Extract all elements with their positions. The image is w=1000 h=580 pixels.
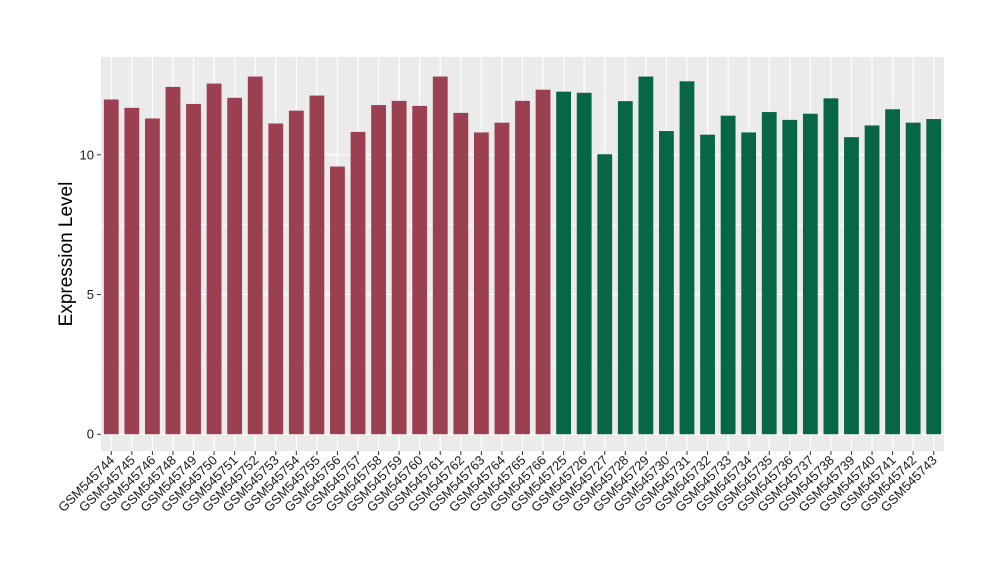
bar-GSM545762	[453, 112, 469, 435]
bar-GSM545763	[473, 132, 489, 435]
bar-GSM545745	[124, 107, 140, 435]
bar-GSM545760	[412, 105, 428, 435]
bar-GSM545761	[432, 76, 448, 435]
bar-GSM545744	[103, 99, 119, 435]
y-tick-label: 5	[87, 287, 94, 302]
bar-GSM545732	[700, 134, 715, 435]
y-axis: 0 5 10	[80, 147, 101, 442]
y-tick-label: 0	[87, 427, 94, 442]
bar-GSM545733	[720, 115, 736, 435]
bar-GSM545735	[761, 112, 777, 435]
bar-GSM545734	[741, 132, 757, 435]
bar-GSM545730	[659, 131, 674, 435]
x-axis: GSM545744GSM545745GSM545746GSM545748GSM5…	[55, 451, 940, 515]
bar-GSM545749	[186, 103, 201, 435]
bar-GSM545729	[638, 76, 654, 435]
bar-GSM545752	[247, 76, 263, 435]
bar-GSM545755	[309, 95, 325, 435]
bar-GSM545753	[268, 123, 284, 435]
bar-GSM545736	[782, 119, 798, 435]
bar-GSM545757	[350, 131, 366, 435]
bar-GSM545758	[371, 105, 386, 435]
bar-GSM545737	[802, 113, 818, 435]
bar-GSM545728	[617, 101, 633, 435]
bar-GSM545748	[165, 86, 181, 435]
bar-GSM545751	[227, 97, 243, 435]
bar-GSM545740	[864, 125, 880, 435]
bars	[103, 76, 942, 435]
bar-GSM545764	[494, 122, 510, 435]
bar-GSM545738	[823, 98, 839, 435]
bar-GSM545759	[391, 100, 407, 435]
bar-GSM545731	[679, 81, 695, 435]
bar-GSM545741	[885, 109, 900, 435]
bar-GSM545765	[515, 100, 530, 435]
bar-GSM545746	[145, 118, 160, 435]
bar-GSM545725	[556, 91, 572, 435]
bar-GSM545726	[576, 92, 592, 435]
y-tick-label: 10	[80, 147, 94, 162]
bar-GSM545739	[844, 137, 859, 435]
bar-GSM545756	[330, 166, 345, 435]
bar-GSM545742	[905, 122, 921, 435]
bar-GSM545754	[288, 110, 304, 435]
bar-GSM545727	[597, 154, 613, 435]
bar-GSM545743	[926, 119, 942, 435]
bar-GSM545750	[206, 83, 222, 435]
y-axis-title: Expression Level	[56, 182, 77, 327]
bar-GSM545766	[535, 89, 551, 435]
